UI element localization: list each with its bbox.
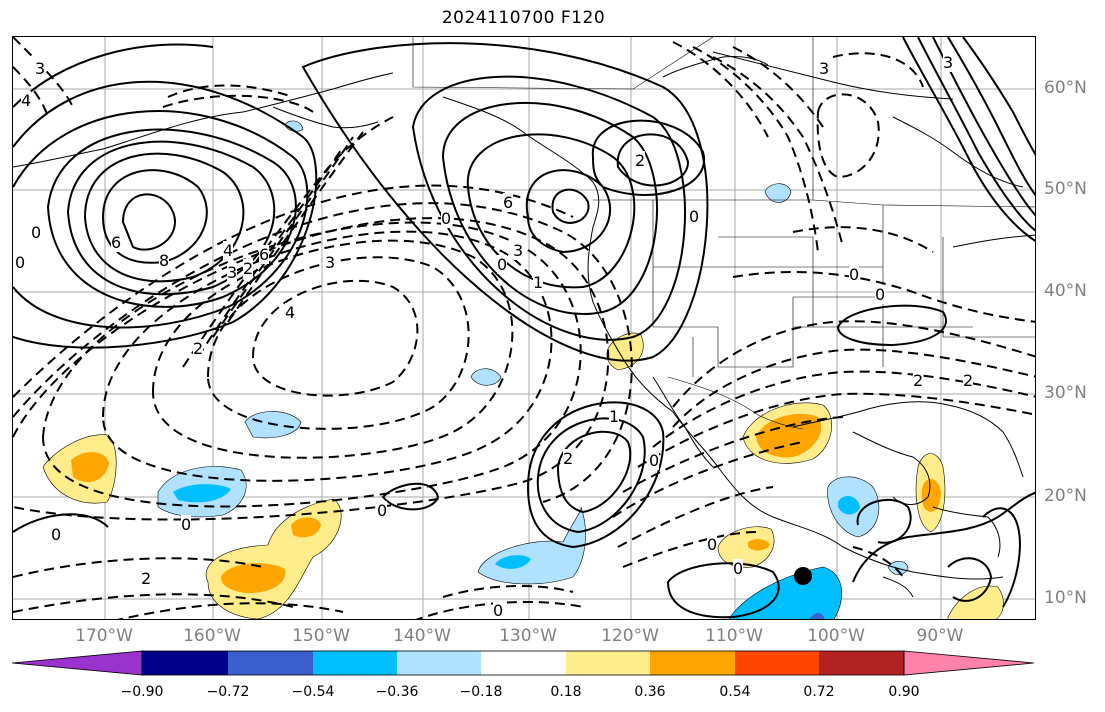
- contour-label: 0: [181, 515, 192, 534]
- colorbar-bin: [228, 651, 313, 675]
- lat-label: 10°N: [1044, 588, 1087, 608]
- contour-label: 0: [377, 501, 388, 520]
- colorbar-extend-low: [12, 650, 143, 676]
- lon-label: 140°W: [393, 626, 451, 646]
- negative-area: [764, 183, 792, 203]
- contour-label: 2: [963, 371, 974, 390]
- colorbar-tick-label: −0.54: [291, 684, 335, 700]
- contour-label: 3: [819, 59, 830, 78]
- positive-core: [756, 413, 822, 458]
- lat-label: 60°N: [1044, 78, 1087, 98]
- colorbar-bin: [566, 651, 650, 675]
- lon-label: 160°W: [183, 626, 241, 646]
- negative-core: [838, 495, 860, 515]
- map-panel[interactable]: 3 4 0 0 6 8 4 3 2 6 3 4 2 0 6 3 0 1 2 0 …: [12, 36, 1036, 620]
- contour-label: 2: [141, 569, 152, 588]
- lon-label: 130°W: [499, 626, 557, 646]
- contour-label: 3: [227, 263, 238, 282]
- contour-label: 0: [15, 253, 26, 272]
- colorbar-bin: [650, 651, 735, 675]
- colorbar-tick-label: −0.36: [375, 684, 419, 700]
- chart-title: 2024110700 F120: [441, 8, 606, 28]
- contour-label: 0: [31, 223, 42, 242]
- colorbar-bin: [735, 651, 819, 675]
- colorbar-bin: [142, 651, 228, 675]
- positive-core: [221, 563, 286, 594]
- contour-label: 0: [875, 285, 886, 304]
- location-marker: [794, 567, 812, 585]
- contour-label: 4: [223, 241, 234, 260]
- colorbar-tick-label: 0.54: [719, 684, 751, 700]
- lat-label: 50°N: [1044, 179, 1087, 199]
- lat-label: 30°N: [1044, 383, 1087, 403]
- contour-label: 3: [325, 253, 336, 272]
- colorbar-bin: [397, 651, 481, 675]
- contour-label: 6: [111, 233, 122, 252]
- map-canvas: [13, 37, 1035, 619]
- contour-label: 0: [497, 255, 508, 274]
- colorbar-tick-label: 0.90: [888, 684, 920, 700]
- contour-label: 3: [35, 59, 46, 78]
- contour-label: 0: [733, 559, 744, 578]
- contour-label: 8: [159, 251, 170, 270]
- dashed-contours: [13, 37, 1035, 619]
- contour-label: 0: [51, 525, 62, 544]
- lat-label: 40°N: [1044, 281, 1087, 301]
- contour-label: 3: [513, 241, 524, 260]
- contour-label: 2: [563, 449, 574, 468]
- contour-label: 0: [649, 451, 660, 470]
- contour-label: 1: [533, 273, 544, 292]
- contour-label: 0: [441, 209, 452, 228]
- positive-core: [291, 517, 321, 538]
- contour-label: 0: [689, 207, 700, 226]
- lat-label: 20°N: [1044, 486, 1087, 506]
- negative-core: [809, 613, 825, 619]
- negative-area: [470, 368, 502, 386]
- colorbar-bin: [313, 651, 397, 675]
- colorbar-tick-label: −0.90: [120, 684, 164, 700]
- contour-label: 6: [259, 245, 270, 264]
- lon-label: 90°W: [916, 626, 964, 646]
- colorbar: [12, 650, 1035, 676]
- contour-label: 2: [193, 339, 204, 358]
- colorbar-tick-label: −0.18: [459, 684, 503, 700]
- contour-label: 2: [243, 259, 254, 278]
- contour-label: 0: [493, 601, 504, 620]
- negative-core: [495, 555, 531, 569]
- contour-label: 6: [503, 193, 514, 212]
- lon-label: 120°W: [601, 626, 659, 646]
- positive-core: [71, 452, 109, 483]
- lon-label: 150°W: [292, 626, 350, 646]
- contour-label: 0: [707, 535, 718, 554]
- contour-label: 2: [913, 371, 924, 390]
- contour-label: 4: [285, 303, 296, 322]
- colorbar-extend-high: [903, 650, 1035, 676]
- contour-label: 4: [21, 91, 32, 110]
- lon-label: 170°W: [75, 626, 133, 646]
- lon-label: 110°W: [705, 626, 763, 646]
- colorbar-tick-label: 0.72: [803, 684, 835, 700]
- contour-label: 3: [943, 53, 954, 72]
- contour-label: 2: [635, 151, 646, 170]
- colorbar-bin: [481, 651, 566, 675]
- negative-area: [728, 566, 842, 619]
- lon-label: 100°W: [807, 626, 865, 646]
- colorbar-tick-label: 0.36: [634, 684, 666, 700]
- positive-core: [748, 539, 770, 551]
- colorbar-tick-label: 0.18: [550, 684, 582, 700]
- negative-core: [173, 484, 231, 503]
- colorbar-bin: [819, 651, 904, 675]
- colorbar-tick-label: −0.72: [206, 684, 250, 700]
- positive-core: [921, 478, 941, 512]
- contour-label: 0: [849, 265, 860, 284]
- contour-label: 1: [609, 407, 620, 426]
